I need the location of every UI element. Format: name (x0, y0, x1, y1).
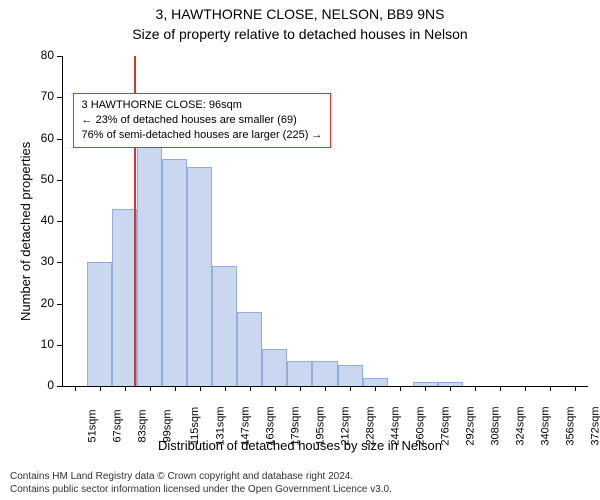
x-tick (525, 386, 526, 391)
y-tick (57, 386, 62, 387)
y-tick-label: 50 (30, 172, 54, 186)
histogram-bar (212, 266, 237, 386)
x-tick (200, 386, 201, 391)
callout-box: 3 HAWTHORNE CLOSE: 96sqm← 23% of detache… (73, 93, 332, 148)
x-tick (150, 386, 151, 391)
callout-line: 76% of semi-detached houses are larger (… (82, 128, 323, 143)
y-tick-label: 70 (30, 89, 54, 103)
attribution-footer: Contains HM Land Registry data © Crown c… (10, 470, 392, 496)
histogram-bar (363, 378, 388, 386)
histogram-bar (137, 139, 162, 387)
x-tick (175, 386, 176, 391)
histogram-bar (237, 312, 262, 386)
x-tick (75, 386, 76, 391)
x-tick (500, 386, 501, 391)
x-tick (125, 386, 126, 391)
y-tick-label: 30 (30, 254, 54, 268)
y-tick-label: 20 (30, 296, 54, 310)
y-tick-label: 0 (30, 378, 54, 392)
histogram-bar (262, 349, 287, 386)
y-tick (57, 56, 62, 57)
y-tick-label: 40 (30, 213, 54, 227)
footer-line-1: Contains HM Land Registry data © Crown c… (10, 470, 392, 483)
x-tick (225, 386, 226, 391)
x-axis-label: Distribution of detached houses by size … (0, 438, 600, 453)
footer-line-2: Contains public sector information licen… (10, 483, 392, 496)
x-tick (300, 386, 301, 391)
x-tick (575, 386, 576, 391)
y-tick (57, 262, 62, 263)
x-tick (400, 386, 401, 391)
x-tick (350, 386, 351, 391)
y-tick-label: 80 (30, 48, 54, 62)
page-subtitle: Size of property relative to detached ho… (0, 26, 600, 42)
x-tick (550, 386, 551, 391)
y-tick (57, 304, 62, 305)
y-tick (57, 139, 62, 140)
chart-frame: 3, HAWTHORNE CLOSE, NELSON, BB9 9NS Size… (0, 0, 600, 500)
y-tick (57, 97, 62, 98)
y-tick (57, 345, 62, 346)
y-axis-label: Number of detached properties (18, 142, 33, 321)
x-tick (100, 386, 101, 391)
histogram-bar (187, 167, 212, 386)
y-tick (57, 221, 62, 222)
y-tick-label: 10 (30, 337, 54, 351)
x-tick (375, 386, 376, 391)
histogram-bar (338, 365, 363, 386)
callout-line: ← 23% of detached houses are smaller (69… (82, 113, 323, 128)
y-tick-label: 60 (30, 131, 54, 145)
page-title: 3, HAWTHORNE CLOSE, NELSON, BB9 9NS (0, 6, 600, 22)
x-tick (475, 386, 476, 391)
histogram-bar (87, 262, 112, 386)
histogram-bar (312, 361, 337, 386)
callout-line: 3 HAWTHORNE CLOSE: 96sqm (82, 98, 323, 113)
x-tick (250, 386, 251, 391)
x-tick (275, 386, 276, 391)
x-tick (325, 386, 326, 391)
plot-area: 0102030405060708051sqm67sqm83sqm99sqm115… (62, 56, 588, 386)
x-tick (450, 386, 451, 391)
y-axis (62, 56, 63, 386)
histogram-bar (287, 361, 312, 386)
histogram-bar (162, 159, 187, 386)
x-tick (425, 386, 426, 391)
y-tick (57, 180, 62, 181)
